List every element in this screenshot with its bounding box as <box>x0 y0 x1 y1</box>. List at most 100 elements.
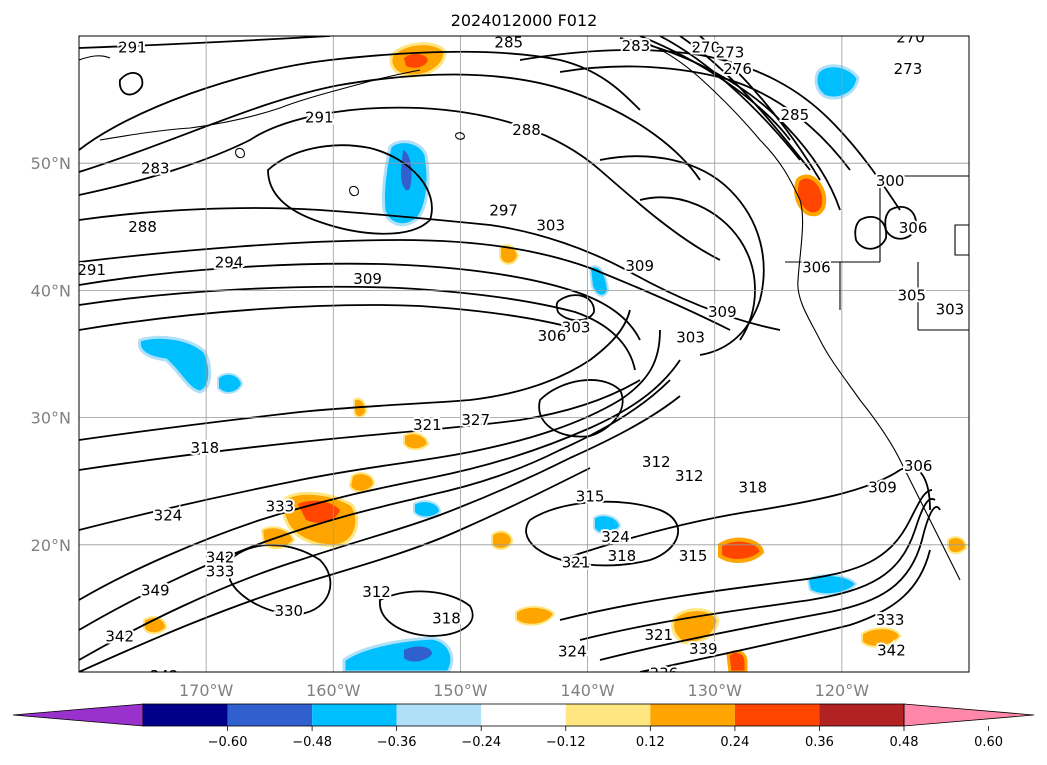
contour-line <box>79 50 641 151</box>
negative-anomaly-region <box>342 636 454 672</box>
positive-anomaly-region <box>403 432 430 451</box>
shaded-anomalies <box>137 42 968 672</box>
longitude-label: 140°W <box>560 681 615 700</box>
colorbar-tick-label: −0.36 <box>377 735 417 750</box>
contour-line <box>679 36 811 171</box>
colorbar-frame <box>142 703 905 727</box>
island-coastline <box>455 132 465 140</box>
colorbar-segment <box>396 704 482 726</box>
contour-label: 321 <box>375 683 404 701</box>
contour-line <box>79 379 641 471</box>
coastline <box>79 55 111 61</box>
contour-label: 306 <box>802 259 831 277</box>
contour-line <box>699 36 821 181</box>
coastlines <box>79 39 969 581</box>
contour-label: 270 <box>896 28 925 46</box>
contour-label: 339 <box>689 640 718 658</box>
colorbar-tick-label: 0.48 <box>890 735 919 750</box>
contour-label: 303 <box>676 328 705 346</box>
contour-line <box>525 500 679 567</box>
longitude-label: 170°W <box>179 681 234 700</box>
contour-label: 306 <box>538 327 567 345</box>
colorbar-segment <box>650 704 735 726</box>
contour-label: 276 <box>723 60 752 78</box>
colorbar: −0.60 −0.48 −0.36 −0.24 −0.12 0.12 0.24 0.36 0.4… <box>12 703 1035 750</box>
contour-label: 333 <box>876 611 905 629</box>
colorbar-tick-label: −0.24 <box>461 735 501 750</box>
contour-line <box>79 36 331 49</box>
contour-label: 336 <box>650 664 679 682</box>
contour-label: 291 <box>118 38 147 56</box>
negative-anomaly-region <box>400 150 412 191</box>
contour-label: 285 <box>780 106 809 124</box>
positive-anomaly-region <box>718 537 765 563</box>
contour-line <box>538 379 624 438</box>
colorbar-tick-label: 0.12 <box>636 735 665 750</box>
contour-line <box>79 467 591 672</box>
contour-line <box>79 395 681 661</box>
contour-label: 270 <box>691 38 720 56</box>
colorbar-tick-label: 0.36 <box>805 735 834 750</box>
contour-label: 327 <box>461 411 490 429</box>
contour-label: 349 <box>141 582 170 600</box>
contour-line <box>854 216 887 250</box>
contour-line <box>79 304 581 331</box>
contour-line <box>79 285 636 371</box>
latitude-label: 50°N <box>31 154 71 173</box>
contour-label: 342 <box>877 641 906 659</box>
lat-lon-grid <box>79 36 969 672</box>
latitude-labels: 50°N 40°N 30°N 20°N <box>31 154 71 555</box>
contour-label: 273 <box>716 44 745 62</box>
contour-line <box>79 262 641 341</box>
colorbar-segment <box>481 704 566 726</box>
positive-anomaly-region <box>348 472 376 493</box>
contour-label: 318 <box>739 479 768 497</box>
contour-label: 342 <box>150 667 179 685</box>
contour-label: 273 <box>894 60 923 78</box>
positive-anomaly-region <box>515 606 556 626</box>
colorbar-segment <box>565 704 651 726</box>
contour-line <box>79 73 701 181</box>
positive-anomaly-region <box>861 627 902 648</box>
contour-label: 291 <box>305 108 334 126</box>
contour-label: 309 <box>708 303 737 321</box>
aleutian-coastline <box>99 69 421 141</box>
contour-label: 318 <box>191 439 220 457</box>
contour-line <box>379 590 474 637</box>
island-coastline <box>349 185 359 197</box>
positive-anomaly-region <box>491 530 514 550</box>
positive-anomaly-region <box>726 650 748 672</box>
colorbar-extend-low <box>12 703 144 727</box>
positive-anomaly-region <box>499 244 520 265</box>
latitude-label: 40°N <box>31 281 71 300</box>
contour-label: 297 <box>489 201 518 219</box>
map-background <box>79 36 969 672</box>
contour-label: 333 <box>266 498 295 516</box>
contour-lines <box>79 36 941 672</box>
contour-label: 309 <box>353 270 382 288</box>
north-american-coastline <box>639 39 961 581</box>
contour-label: 283 <box>141 159 170 177</box>
colorbar-tick-label: 0.60 <box>974 735 1003 750</box>
contour-label: 315 <box>576 487 605 505</box>
contour-label: 291 <box>77 261 106 279</box>
longitude-label: 160°W <box>306 681 361 700</box>
contour-label: 288 <box>512 121 541 139</box>
contour-label: 303 <box>536 217 565 235</box>
contour-line <box>119 72 144 96</box>
positive-anomaly-region <box>404 54 428 68</box>
colorbar-segment <box>143 704 228 726</box>
contour-label: 324 <box>154 507 183 525</box>
contour-line <box>599 506 941 661</box>
contour-label: 321 <box>413 416 442 434</box>
contour-label: 283 <box>622 37 651 55</box>
contour-line <box>79 359 681 601</box>
contour-label: 303 <box>562 318 591 336</box>
contour-label: 294 <box>215 253 244 271</box>
contour-label: 309 <box>625 257 654 275</box>
contour-label: 285 <box>494 33 523 51</box>
colorbar-tick-label: 0.24 <box>720 735 749 750</box>
contour-label: 342 <box>782 676 811 694</box>
contour-line <box>559 466 931 561</box>
contour-line <box>267 144 433 235</box>
